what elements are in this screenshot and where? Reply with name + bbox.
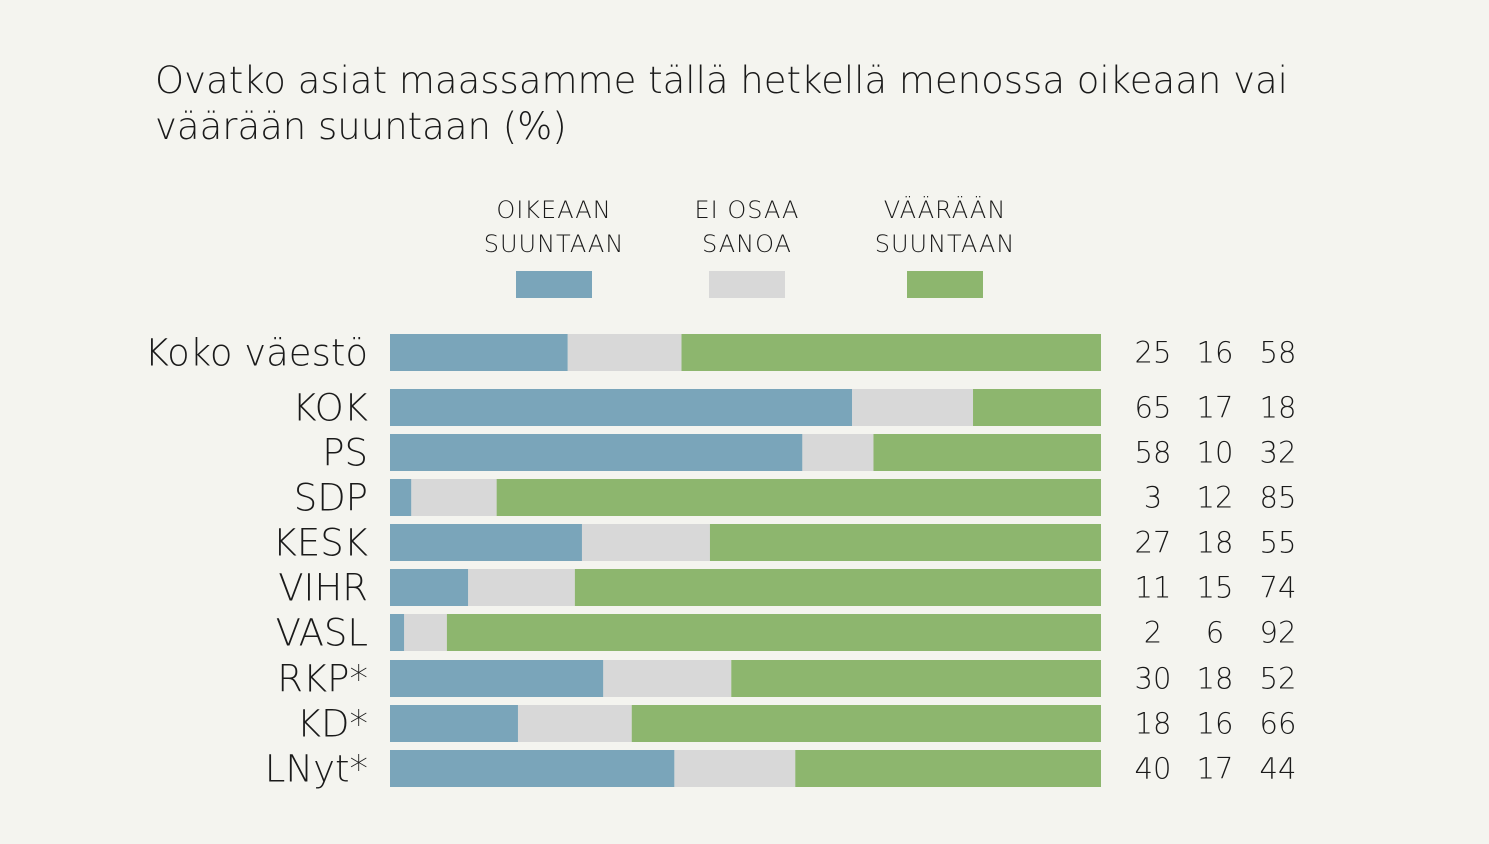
- value-label-ps-2: 32: [1260, 436, 1297, 470]
- row-label-sdp: SDP: [294, 477, 368, 520]
- legend-item-vaaraan: VÄÄRÄÄN SUUNTAAN: [845, 193, 1045, 298]
- row-label-ps: PS: [322, 432, 368, 475]
- row-label-kesk: KESK: [273, 522, 368, 565]
- value-label-ps-0: 58: [1135, 436, 1172, 470]
- bar-segment-koko-väestö-0: [390, 334, 568, 371]
- value-label-vasl-1: 6: [1206, 616, 1224, 650]
- value-label-kok-2: 18: [1260, 391, 1297, 425]
- row-label-vihr: VIHR: [278, 567, 368, 610]
- value-label-vasl-0: 2: [1144, 616, 1162, 650]
- value-label-sdp-1: 12: [1197, 481, 1234, 515]
- bar-segment-kok-2: [973, 389, 1101, 426]
- row-label-kd: KD*: [297, 703, 368, 746]
- bar-segment-vihr-1: [468, 569, 575, 606]
- value-label-vihr-1: 15: [1197, 571, 1234, 605]
- bar-segment-vihr-2: [574, 569, 1101, 606]
- bar-segment-rkp-2: [731, 660, 1101, 697]
- value-label-vihr-2: 74: [1260, 571, 1297, 605]
- bar-segment-ps-0: [390, 434, 803, 471]
- value-label-lnyt-2: 44: [1260, 752, 1297, 786]
- value-label-vihr-0: 11: [1135, 571, 1172, 605]
- value-label-kd-1: 16: [1197, 707, 1234, 741]
- bar-segment-ps-1: [802, 434, 874, 471]
- legend-swatch-ei-osaa: [709, 271, 785, 298]
- bar-segment-kesk-1: [581, 524, 710, 561]
- bar-segment-lnyt-2: [795, 750, 1101, 787]
- value-label-ps-1: 10: [1197, 436, 1234, 470]
- legend-swatch-vaaraan: [907, 271, 983, 298]
- bar-segment-sdp-0: [390, 479, 412, 516]
- bar-segment-vasl-1: [404, 614, 447, 651]
- bar-segment-sdp-1: [411, 479, 497, 516]
- bar-segment-kesk-2: [709, 524, 1101, 561]
- legend-label-oikeaan: OIKEAAN SUUNTAAN: [483, 196, 625, 258]
- value-label-kesk-1: 18: [1197, 526, 1234, 560]
- value-label-koko-väestö-2: 58: [1260, 336, 1297, 370]
- value-label-koko-väestö-0: 25: [1135, 336, 1172, 370]
- legend-item-ei-osaa: EI OSAA SANOA: [647, 193, 847, 298]
- bar-segment-kd-1: [517, 705, 632, 742]
- legend-swatch-oikeaan: [516, 271, 592, 298]
- value-label-kesk-2: 55: [1260, 526, 1297, 560]
- bar-segment-vihr-0: [390, 569, 469, 606]
- bar-segment-lnyt-1: [674, 750, 796, 787]
- legend-label-ei-osaa: EI OSAA SANOA: [694, 196, 800, 258]
- value-label-sdp-0: 3: [1144, 481, 1162, 515]
- row-label-kok: KOK: [292, 387, 368, 430]
- value-label-lnyt-0: 40: [1135, 752, 1172, 786]
- bar-segment-rkp-0: [390, 660, 604, 697]
- legend-label-vaaraan: VÄÄRÄÄN SUUNTAAN: [874, 196, 1016, 258]
- value-label-lnyt-1: 17: [1197, 752, 1234, 786]
- value-label-rkp-1: 18: [1197, 662, 1234, 696]
- value-label-kok-1: 17: [1197, 391, 1234, 425]
- bar-segment-kd-2: [631, 705, 1101, 742]
- value-label-vasl-2: 92: [1260, 616, 1297, 650]
- value-label-kesk-0: 27: [1135, 526, 1172, 560]
- bar-segment-vasl-2: [446, 614, 1101, 651]
- bar-segment-lnyt-0: [390, 750, 675, 787]
- value-label-kd-2: 66: [1260, 707, 1297, 741]
- value-label-rkp-0: 30: [1135, 662, 1172, 696]
- value-label-kok-0: 65: [1135, 391, 1172, 425]
- bar-segment-kesk-0: [390, 524, 582, 561]
- value-label-rkp-2: 52: [1260, 662, 1297, 696]
- row-label-koko-väestö: Koko väestö: [145, 332, 368, 375]
- bar-segment-vasl-0: [390, 614, 405, 651]
- chart-title: Ovatko asiat maassamme tällä hetkellä me…: [155, 59, 1288, 148]
- row-label-vasl: VASL: [276, 612, 368, 655]
- bar-segment-kd-0: [390, 705, 518, 742]
- bar-segment-kok-0: [390, 389, 853, 426]
- bar-segment-koko-väestö-1: [567, 334, 682, 371]
- value-label-sdp-2: 85: [1260, 481, 1297, 515]
- value-label-kd-0: 18: [1135, 707, 1172, 741]
- bar-segment-rkp-1: [603, 660, 732, 697]
- legend-item-oikeaan: OIKEAAN SUUNTAAN: [454, 193, 654, 298]
- bar-segment-sdp-2: [496, 479, 1101, 516]
- row-label-rkp: RKP*: [277, 658, 368, 701]
- bar-segment-ps-2: [873, 434, 1101, 471]
- bar-segment-kok-1: [852, 389, 974, 426]
- value-label-koko-väestö-1: 16: [1197, 336, 1234, 370]
- row-label-lnyt: LNyt*: [265, 748, 368, 791]
- bar-segment-koko-väestö-2: [681, 334, 1101, 371]
